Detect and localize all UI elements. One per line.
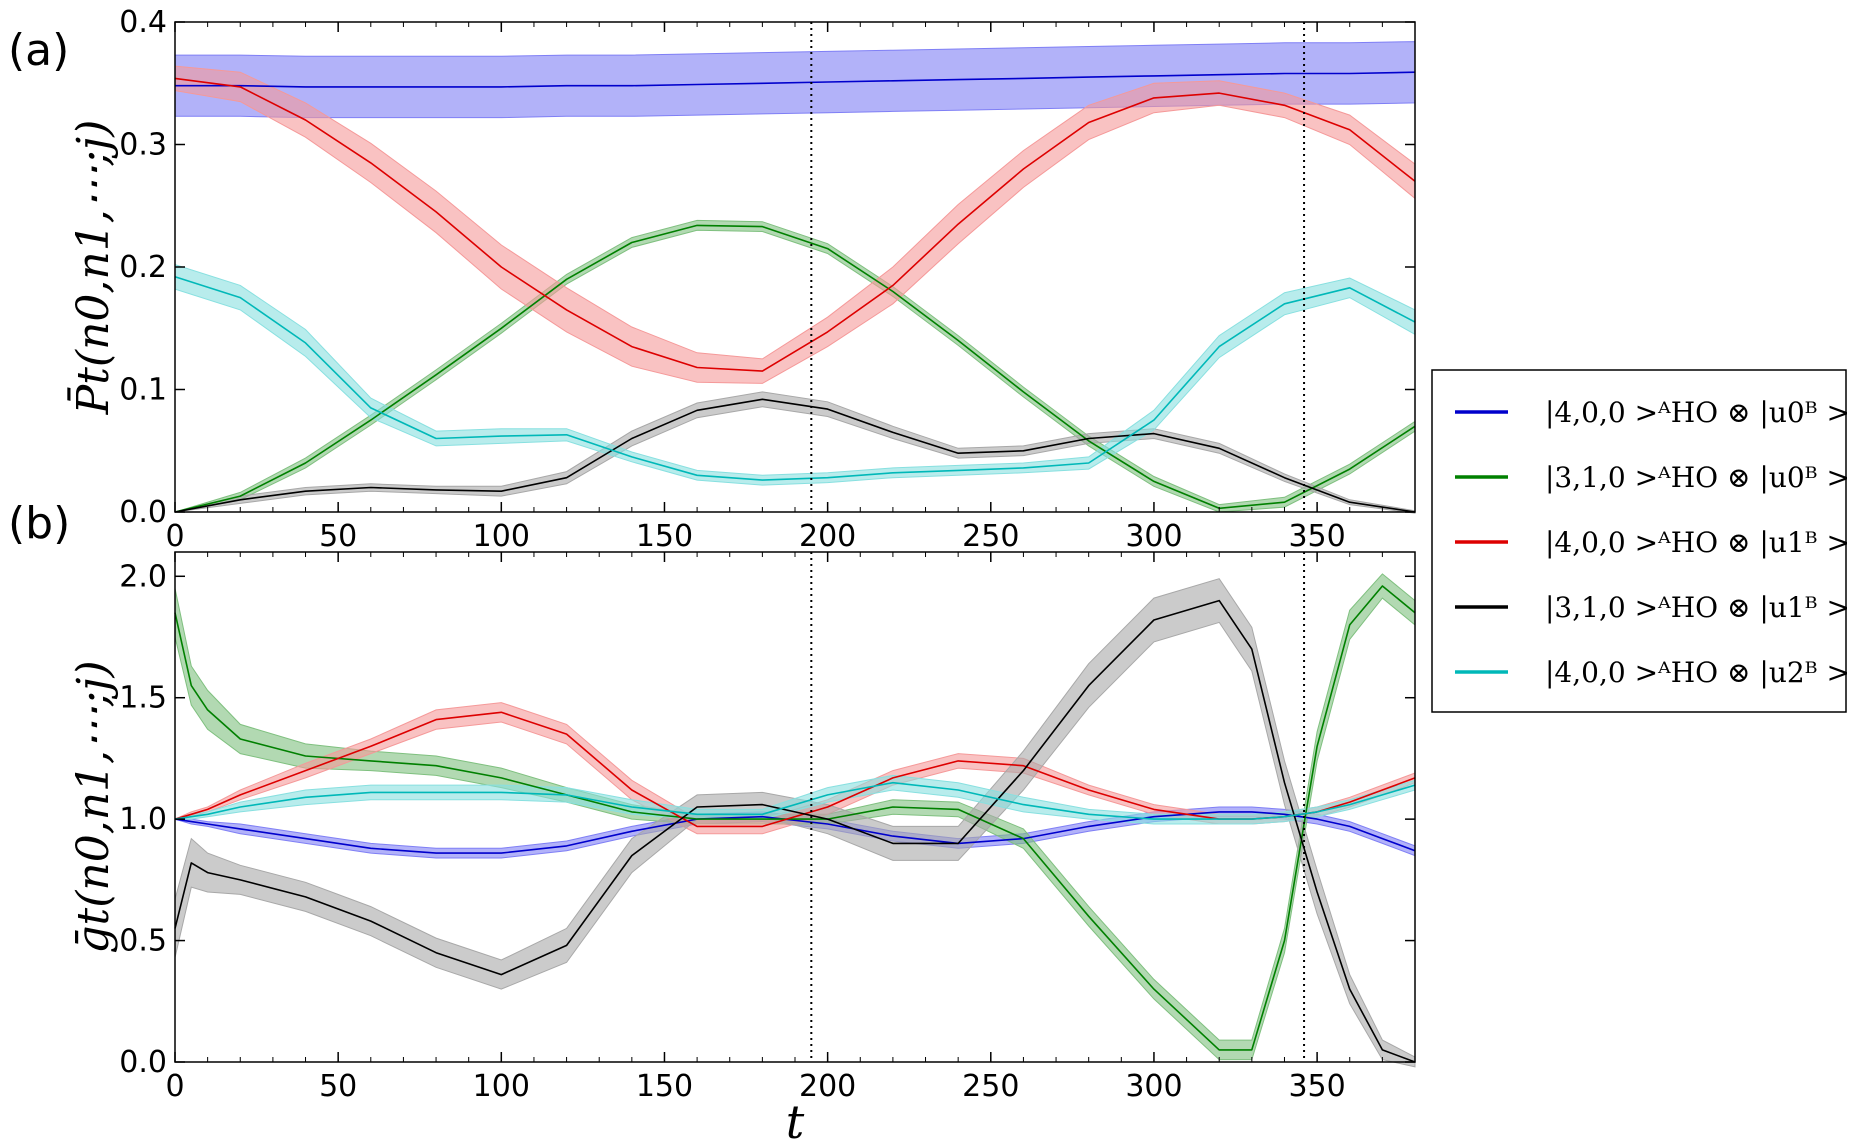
panel-b-markers <box>810 552 1306 1062</box>
series-line-black <box>174 599 1416 1063</box>
panel-b-ticks: 0 50 100 150 200 250 300 350 0.0 0.5 1.0 1.5 2.0 <box>119 552 1416 1104</box>
x-tick-label: 250 <box>962 519 1019 554</box>
series-line-red <box>174 77 1416 372</box>
band-black <box>174 578 1416 1068</box>
x-tick-label: 0 <box>165 519 184 554</box>
panel-a-bands <box>174 41 1416 514</box>
panel-a-label: (a) <box>8 25 69 76</box>
series-line-black <box>174 398 1416 513</box>
y-tick-label: 0.4 <box>119 5 167 40</box>
y-tick-label: 0.0 <box>119 1045 167 1080</box>
panel-b-chart: (b) 0 50 100 150 200 250 300 350 0.0 0.5 1.0 1.5 2.0… <box>8 498 1416 1148</box>
x-tick-label: 150 <box>636 1069 693 1104</box>
series-line-green <box>174 224 1416 513</box>
x-tick-label: 200 <box>799 519 856 554</box>
y-tick-label: 0.2 <box>119 250 167 285</box>
legend-label-red: |4,0,0 >ᴬHO ⊗ |u1ᴮ > <box>1545 526 1850 559</box>
series-line-cyan <box>174 276 1416 481</box>
legend-label-cyan: |4,0,0 >ᴬHO ⊗ |u2ᴮ > <box>1545 656 1850 689</box>
series-line-cyan <box>174 781 1416 820</box>
x-tick-label: 300 <box>1125 1069 1182 1104</box>
x-tick-label: 350 <box>1288 1069 1345 1104</box>
x-tick-label: 50 <box>319 1069 357 1104</box>
y-tick-label: 2.0 <box>119 559 167 594</box>
y-tick-label: 0.3 <box>119 128 167 163</box>
panel-b-label: (b) <box>8 498 70 549</box>
series-line-blue <box>174 811 1416 854</box>
x-tick-label: 50 <box>319 519 357 554</box>
legend-items: |4,0,0 >ᴬHO ⊗ |u0ᴮ > |3,1,0 >ᴬHO ⊗ |u0ᴮ >… <box>1455 396 1850 689</box>
panel-b-ylabel: ḡt(n0,n1,⋯;j) <box>68 660 119 953</box>
x-tick-label: 100 <box>473 519 530 554</box>
legend-label-black: |3,1,0 >ᴬHO ⊗ |u1ᴮ > <box>1545 591 1850 624</box>
panel-a-markers <box>810 22 1306 512</box>
x-tick-label: 350 <box>1288 519 1345 554</box>
panel-a-ticks: 0 50 100 150 200 250 300 350 0.0 0.1 0.2 0.3 0.4 <box>119 5 1416 554</box>
panel-b-lines <box>174 585 1416 1063</box>
band-green <box>174 219 1416 513</box>
x-tick-label: 250 <box>962 1069 1019 1104</box>
x-tick-label: 300 <box>1125 519 1182 554</box>
y-tick-label: 1.0 <box>119 802 167 837</box>
legend: |4,0,0 >ᴬHO ⊗ |u0ᴮ > |3,1,0 >ᴬHO ⊗ |u0ᴮ >… <box>1431 369 1850 713</box>
x-tick-label: 0 <box>165 1069 184 1104</box>
y-tick-label: 0.0 <box>119 495 167 530</box>
panel-b-xlabel: t <box>786 1095 805 1148</box>
series-line-blue <box>175 71 1416 88</box>
panel-a-ylabel: P̄t(n0,n1,⋯;j) <box>66 120 119 416</box>
panel-a-chart: (a) 0 50 100 150 200 250 300 350 0.0 0.1 0.2 0.3 0.4… <box>8 5 1416 554</box>
y-tick-label: 1.5 <box>119 681 167 716</box>
y-tick-label: 0.1 <box>119 373 167 408</box>
legend-label-blue: |4,0,0 >ᴬHO ⊗ |u0ᴮ > <box>1545 396 1850 429</box>
y-tick-label: 0.5 <box>119 924 167 959</box>
panel-a-lines <box>174 71 1416 513</box>
x-tick-label: 200 <box>799 1069 856 1104</box>
x-tick-label: 100 <box>473 1069 530 1104</box>
x-tick-label: 150 <box>636 519 693 554</box>
legend-label-green: |3,1,0 >ᴬHO ⊗ |u0ᴮ > <box>1545 461 1850 494</box>
